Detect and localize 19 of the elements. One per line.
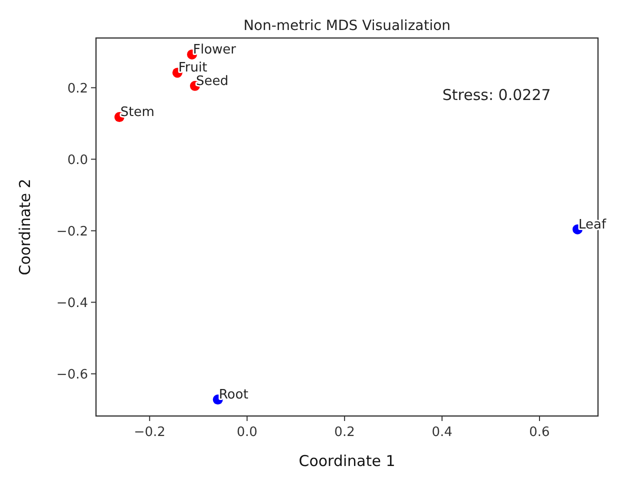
x-tick-label: 0.2 xyxy=(334,425,355,440)
y-tick-label: −0.4 xyxy=(56,296,88,311)
annotation: Flower xyxy=(193,42,237,58)
x-axis-title: Coordinate 1 xyxy=(298,452,396,470)
chart-title: Non-metric MDS Visualization xyxy=(243,18,451,34)
y-tick-label: 0.0 xyxy=(67,152,88,168)
y-tick-label: 0.2 xyxy=(67,81,88,96)
x-tick-label: 0.0 xyxy=(236,425,258,440)
x-tick-label: −0.2 xyxy=(134,425,166,440)
annotation: Stem xyxy=(120,105,154,120)
y-tick-label: −0.2 xyxy=(56,224,88,240)
y-axis-title: Coordinate 2 xyxy=(16,178,34,276)
annotation: Root xyxy=(218,388,248,403)
x-tick-label: 0.4 xyxy=(432,425,452,440)
annotation: Seed xyxy=(196,74,228,89)
annotation: Stress: 0.0227 xyxy=(442,86,551,104)
x-tick-label: 0.6 xyxy=(529,425,550,440)
annotation: Fruit xyxy=(178,60,208,76)
y-tick-label: −0.6 xyxy=(56,367,88,382)
